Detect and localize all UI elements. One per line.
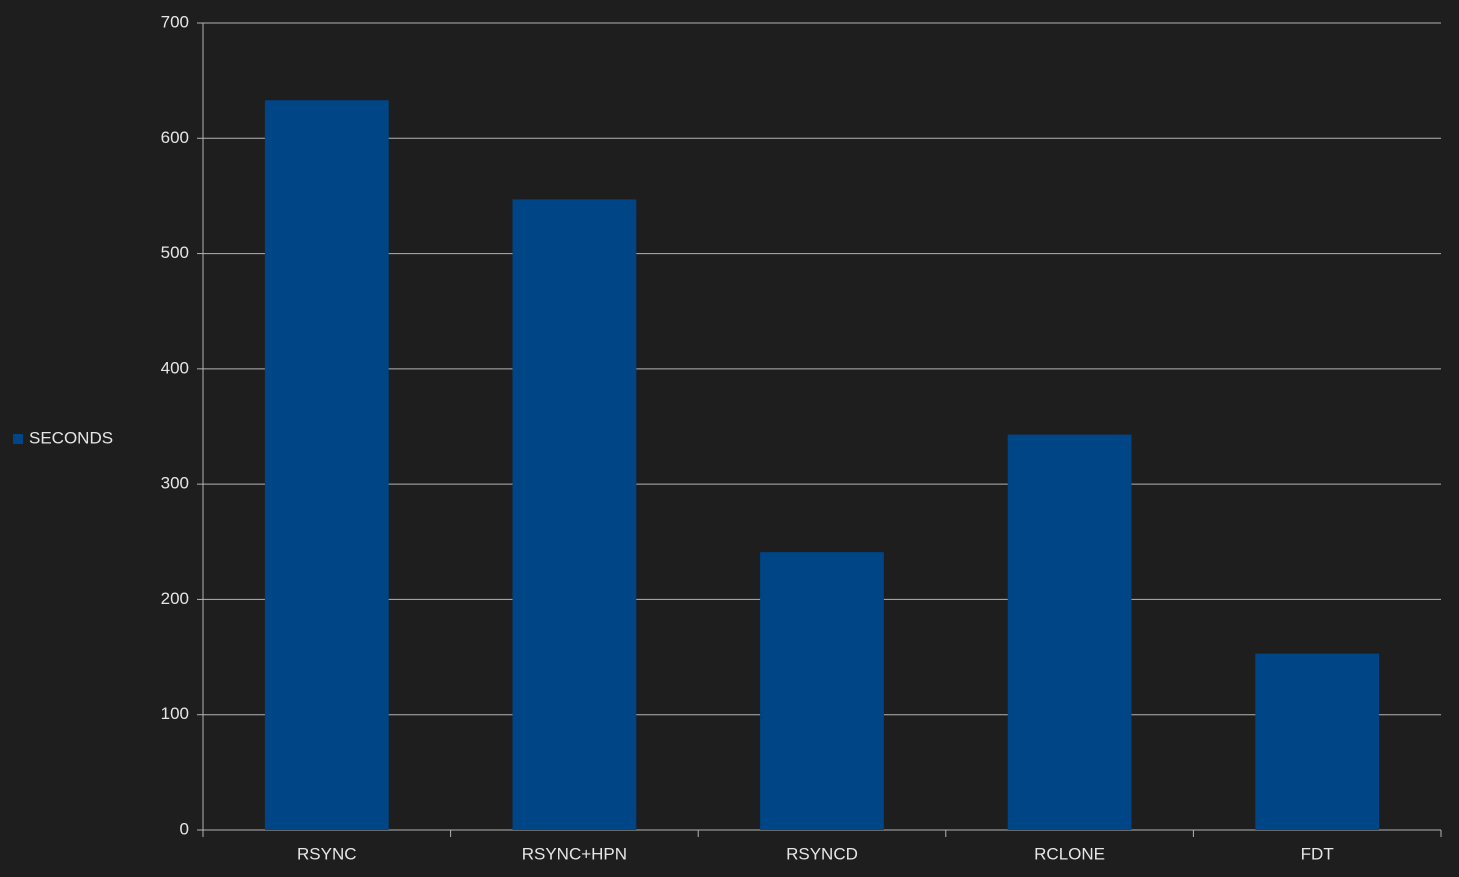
x-tick-label: RSYNC+HPN xyxy=(522,844,627,863)
y-tick-label: 600 xyxy=(161,128,189,147)
legend-label: SECONDS xyxy=(29,428,113,447)
legend-swatch xyxy=(13,434,23,444)
y-tick-label: 200 xyxy=(161,589,189,608)
bar xyxy=(512,199,637,830)
x-tick-label: RSYNC xyxy=(297,844,357,863)
x-tick-label: RSYNCD xyxy=(786,844,858,863)
bar xyxy=(760,552,884,830)
bar xyxy=(1255,653,1380,830)
y-tick-label: 400 xyxy=(161,358,189,377)
y-tick-label: 500 xyxy=(161,243,189,262)
y-tick-label: 100 xyxy=(161,704,189,723)
x-tick-label: FDT xyxy=(1301,844,1334,863)
bar xyxy=(264,100,389,830)
y-tick-label: 700 xyxy=(161,12,189,31)
y-tick-label: 0 xyxy=(180,819,189,838)
x-tick-label: RCLONE xyxy=(1034,844,1105,863)
y-tick-label: 300 xyxy=(161,474,189,493)
bar xyxy=(1007,434,1132,830)
